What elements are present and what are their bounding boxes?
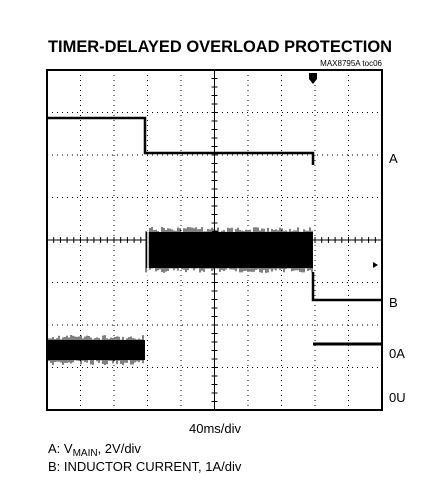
trace-b [313, 272, 382, 300]
figure-id: MAX8795A toc06 [320, 59, 382, 68]
legend-a-sub: MAIN [73, 448, 98, 459]
page: TIMER-DELAYED OVERLOAD PROTECTION MAX879… [0, 0, 435, 502]
legend-a-suffix: , 2V/div [98, 441, 142, 456]
channel-label: 0A [389, 346, 405, 361]
legend-b: B: INDUCTOR CURRENT, 1A/div [48, 459, 242, 474]
timebase: 40ms/div [189, 421, 242, 436]
title: TIMER-DELAYED OVERLOAD PROTECTION [48, 37, 392, 56]
channel-label: A [389, 151, 398, 166]
trigger-marker [309, 73, 317, 84]
trace-a [47, 118, 313, 165]
noise-band [47, 340, 145, 360]
trace-b-noise [47, 227, 313, 365]
legend-a: A: VMAIN, 2V/div [48, 441, 141, 459]
channel-label: B [389, 295, 398, 310]
legend-a-prefix: A: V [48, 441, 73, 456]
channel-label: 0U [389, 390, 406, 405]
level-marker [373, 262, 378, 268]
